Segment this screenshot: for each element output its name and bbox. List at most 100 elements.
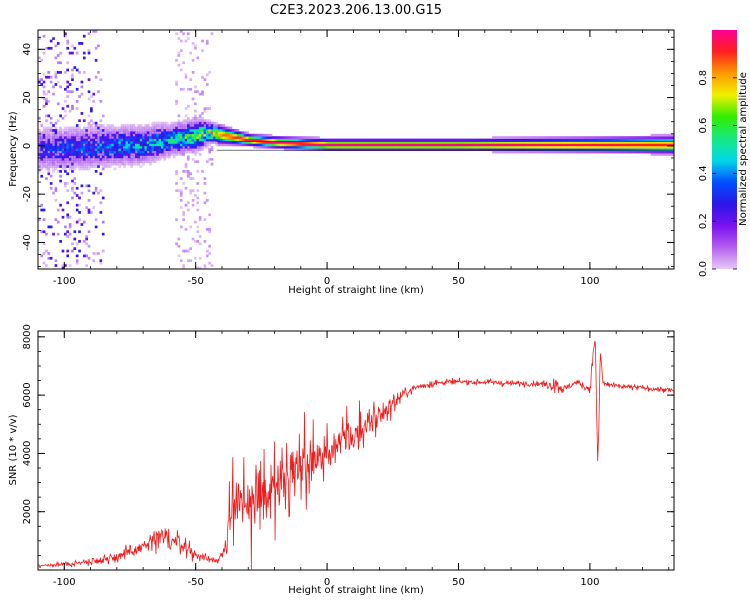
spectrogram-cell [52, 155, 55, 159]
spectrogram-cell [54, 198, 58, 202]
spectrogram-cell [667, 143, 670, 147]
spectrogram-cell [513, 141, 517, 144]
spectrogram-cell [54, 148, 58, 151]
spectrogram-cell [563, 150, 566, 154]
spectrogram-cell [68, 157, 72, 161]
spectrogram-cell [139, 124, 143, 127]
spectrogram-cell [302, 136, 306, 139]
spectrogram-cell [262, 138, 266, 142]
spectrogram-cell [274, 141, 278, 144]
spectrogram-cell [134, 141, 138, 144]
spectrogram-cell [111, 150, 114, 154]
spectrogram-cell [636, 141, 640, 144]
spectrogram-cell [383, 143, 386, 147]
spectrogram-cell [179, 225, 183, 229]
spectrogram-cell [120, 160, 124, 164]
spectrogram-cell [78, 71, 81, 74]
spectrogram-cell [409, 141, 413, 144]
spectrogram-cell [295, 141, 299, 144]
spectrogram-cell [182, 211, 185, 214]
spectrogram-cell [253, 143, 256, 147]
spectrogram-cell [421, 148, 424, 151]
spectrogram-cell [113, 133, 117, 137]
spectrogram-cell [205, 126, 209, 130]
spectrogram-cell [189, 131, 193, 135]
spectrogram-cell [593, 150, 597, 154]
spectrogram-cell [134, 143, 138, 147]
spectrogram-cell [572, 141, 576, 144]
spectrogram-cell [82, 150, 86, 154]
spectrogram-cell [68, 138, 72, 142]
spectrogram-cell [101, 138, 105, 142]
spectrogram-cell [435, 143, 439, 147]
spectrogram-cell [201, 148, 204, 151]
spectrogram-cell [196, 116, 200, 120]
spectrogram-cell [475, 143, 479, 147]
spectrogram-cell [300, 143, 304, 147]
spectrogram-cell [189, 78, 193, 81]
spectrogram-cell [134, 162, 138, 166]
spectrogram-cell [92, 128, 96, 132]
spectrogram-cell [283, 141, 287, 144]
spectrogram-cell [196, 208, 200, 212]
spectrogram-cell [522, 141, 526, 144]
spectrogram-cell [66, 215, 70, 219]
spectrogram-cell [134, 126, 138, 130]
spectrogram-cell [208, 252, 211, 255]
spectrogram-cell [87, 97, 91, 101]
spectrogram-cell [196, 230, 200, 234]
spectrogram-cell [108, 162, 112, 166]
spectrogram-cell [142, 141, 145, 144]
spectrogram-cell [383, 138, 386, 142]
spectrogram-cell [40, 153, 44, 156]
spectrogram-cell [390, 138, 394, 142]
spectrogram-cell [85, 138, 88, 142]
spectrogram-cell [68, 155, 72, 159]
spectrogram-cell [373, 141, 377, 144]
spectrogram-cell [90, 119, 93, 123]
spectrogram-cell [253, 133, 256, 137]
spectrogram-cell [196, 201, 200, 205]
spectrogram-cell [260, 145, 264, 149]
spectrogram-x-tick-label: -50 [188, 276, 204, 287]
spectrogram-cell [38, 37, 41, 40]
spectrogram-cell [182, 126, 185, 130]
spectrogram-cell [56, 160, 60, 164]
spectrogram-cell [354, 143, 358, 147]
spectrogram-cell [73, 167, 77, 171]
spectrogram-cell [343, 148, 346, 151]
spectrogram-cell [59, 162, 62, 166]
spectrogram-cell [201, 39, 204, 43]
spectrogram-cell [553, 138, 557, 142]
spectrogram-cell [49, 153, 53, 156]
spectrogram-cell [203, 131, 207, 135]
spectrogram-cell [175, 80, 178, 84]
spectrogram-cell [82, 136, 86, 139]
spectrogram-cell [146, 150, 150, 154]
spectrogram-cell [71, 78, 74, 81]
spectrogram-cell [466, 141, 469, 144]
spectrogram-cell [402, 143, 405, 147]
spectrogram-cell [660, 150, 663, 154]
spectrogram-cell [94, 121, 98, 125]
spectrogram-cell [78, 153, 81, 156]
spectrogram-cell [92, 259, 96, 263]
spectrogram-cell [42, 92, 46, 96]
spectrogram-cell [175, 124, 178, 127]
spectrogram-cell [198, 116, 202, 120]
spectrogram-cell [191, 198, 195, 202]
spectrogram-cell [61, 138, 65, 142]
spectrogram-cell [416, 143, 420, 147]
spectrogram-cell [92, 252, 96, 255]
spectrogram-cell [215, 131, 219, 135]
spectrogram-cell [600, 141, 604, 144]
spectrogram-cell [220, 128, 223, 132]
spectrogram-cell [650, 141, 654, 144]
spectrogram-cell [470, 143, 474, 147]
spectrogram-cell [87, 198, 91, 202]
spectrogram-cell [187, 155, 190, 159]
spectrogram-cell [283, 136, 287, 139]
spectrogram-cell [144, 143, 148, 147]
spectrogram-cell [399, 141, 403, 144]
spectrogram-cell [92, 141, 96, 144]
